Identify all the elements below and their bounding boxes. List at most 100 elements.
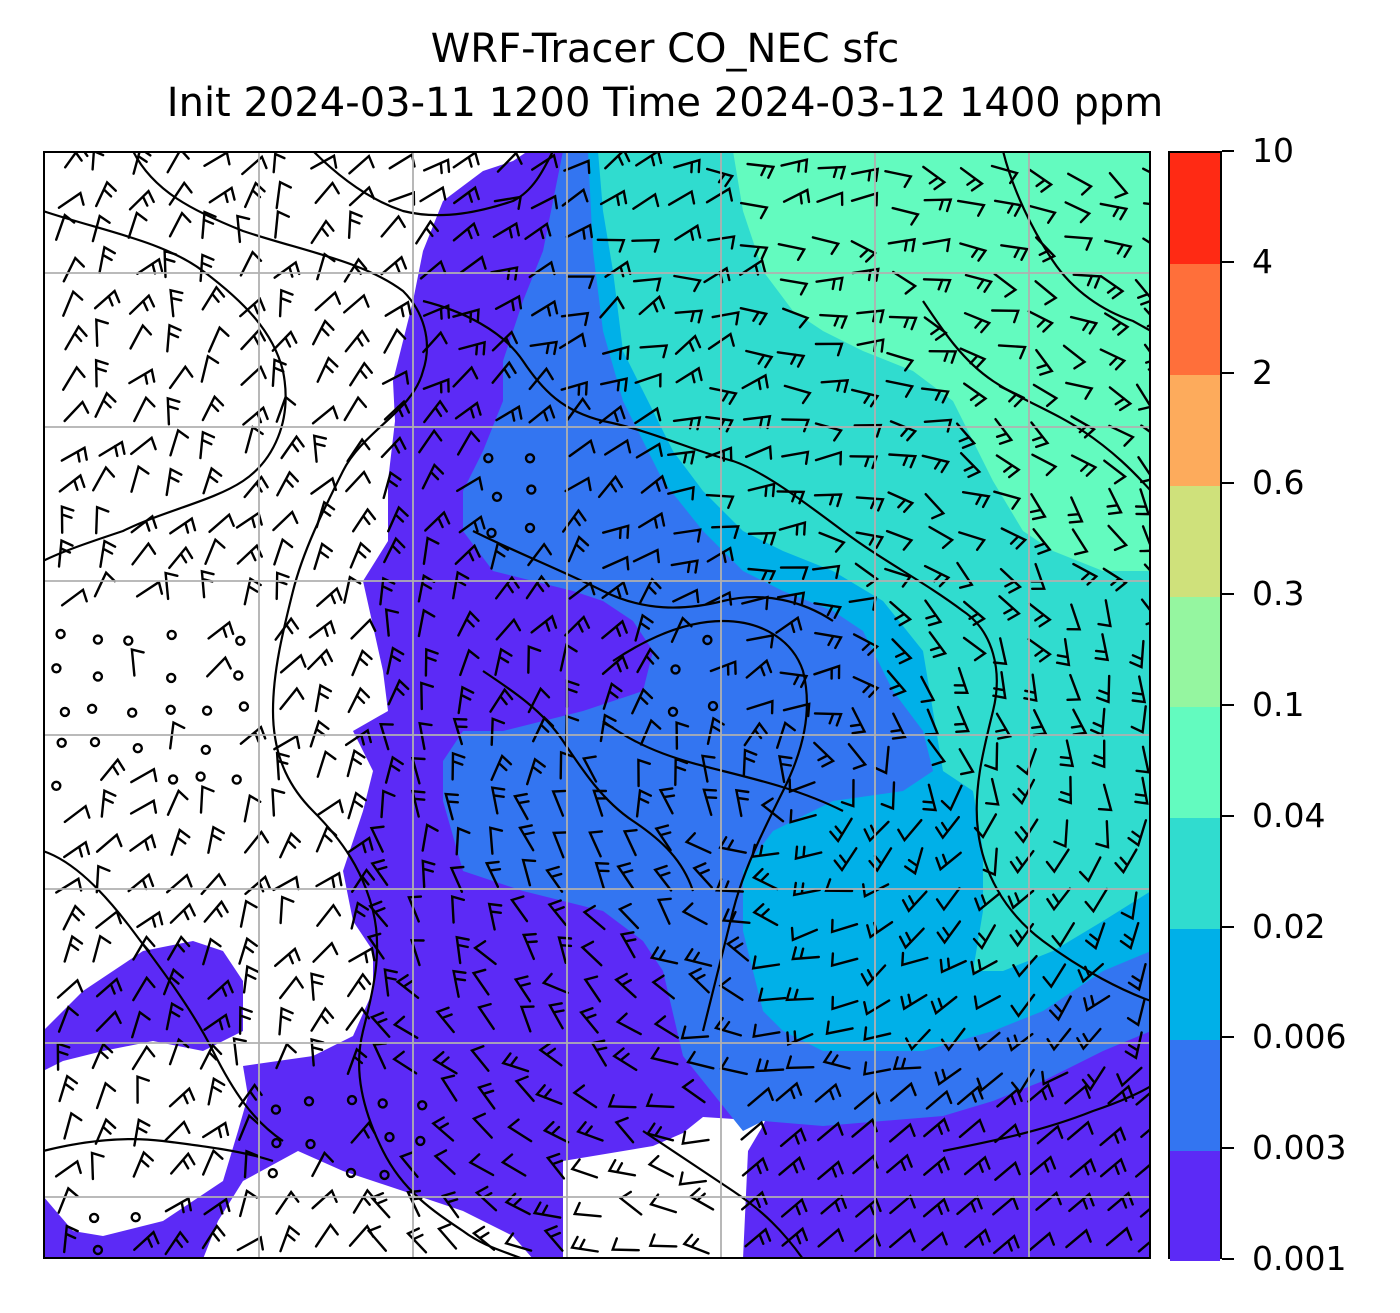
wind-barb (163, 249, 178, 279)
wind-barb (454, 401, 482, 420)
tracer-band-004 (733, 151, 1151, 571)
wind-barb (673, 158, 701, 174)
colorbar-segment (1170, 596, 1220, 708)
wind-barb (346, 437, 371, 463)
wind-barb (1049, 995, 1072, 1022)
wind-barb (57, 1005, 79, 1033)
wind-barb (984, 742, 999, 771)
wind-barb (618, 1190, 643, 1216)
calm-wind-circle (377, 1098, 388, 1109)
wind-barb (1129, 639, 1145, 669)
wind-barb (165, 1001, 184, 1031)
wind-barb (779, 278, 809, 296)
wind-barb (490, 266, 519, 281)
wind-barb (993, 199, 1023, 217)
wind-barb (581, 755, 598, 783)
wind-barb (747, 1086, 774, 1107)
wind-barb (380, 214, 406, 238)
wind-barb (1051, 922, 1075, 948)
wind-barb (452, 308, 480, 323)
wind-barb (1099, 1157, 1127, 1178)
wind-barb (561, 187, 589, 207)
wind-barb (383, 327, 407, 354)
wind-barb (504, 1232, 533, 1252)
wind-barb (741, 595, 769, 611)
colorbar-segment (1170, 1039, 1220, 1151)
wind-barb (817, 1227, 844, 1248)
wind-barb (891, 638, 913, 665)
wind-barb (923, 316, 948, 341)
wind-barb (751, 867, 779, 891)
wind-barb (825, 1020, 854, 1036)
wind-barb (204, 537, 226, 565)
colorbar-tick-label: 2 (1252, 352, 1273, 392)
wind-barb (961, 491, 991, 509)
wind-barb (238, 1006, 253, 1035)
wind-barb (996, 1087, 1023, 1108)
wind-barb (207, 1076, 226, 1106)
colorbar-segment (1170, 374, 1220, 486)
wind-barb (244, 830, 270, 854)
wind-barb (922, 237, 951, 253)
wind-barb (274, 209, 290, 239)
wind-barb (563, 159, 591, 175)
wind-barb (527, 644, 542, 674)
wind-barb (600, 377, 628, 392)
wind-barb (477, 1082, 496, 1110)
wind-barb (513, 792, 530, 821)
wind-barb (598, 404, 626, 424)
wind-barb (1104, 312, 1130, 336)
wind-barb (922, 165, 947, 191)
wind-barb (734, 788, 750, 818)
wind-barb (647, 1154, 674, 1178)
wind-barb (634, 372, 662, 388)
wind-barb (492, 221, 520, 239)
wind-barb (1027, 1082, 1054, 1103)
wind-barb (674, 334, 702, 355)
calm-wind-circle (345, 1167, 357, 1179)
wind-barb (889, 420, 918, 442)
wind-barb (57, 1186, 79, 1214)
wind-barb (636, 647, 660, 674)
wind-barb (1130, 705, 1147, 734)
wind-barb (91, 1042, 114, 1070)
wind-barb (1034, 280, 1058, 306)
wind-barb (973, 813, 998, 840)
wind-barb (199, 430, 216, 460)
wind-barb (935, 815, 960, 840)
wind-barb (786, 1030, 814, 1047)
calm-wind-circle (126, 707, 138, 718)
wind-barb (423, 303, 451, 320)
tracer-band-0001-west (43, 941, 243, 1071)
wind-barb (495, 575, 520, 600)
wind-barb (851, 167, 880, 183)
wind-barb (1067, 496, 1084, 524)
wind-barb (200, 354, 220, 383)
wind-barb (1108, 172, 1129, 199)
colorbar-tick (1222, 150, 1234, 152)
wind-barb (757, 987, 787, 1002)
wind-barb (632, 192, 660, 210)
wind-barb (95, 318, 109, 347)
wind-barb (501, 1052, 530, 1073)
wind-barb (897, 819, 923, 843)
wind-barb (352, 507, 377, 533)
wind-barb (419, 185, 447, 203)
wind-barb (131, 541, 157, 566)
wind-barb (201, 1224, 226, 1250)
wind-barb (1046, 887, 1072, 912)
wind-barb (387, 678, 410, 706)
wind-barb (203, 899, 229, 923)
wind-barb (673, 274, 702, 293)
wind-barb (513, 975, 532, 1003)
wind-barb (63, 840, 91, 859)
wind-barb (635, 442, 663, 459)
wind-barb (923, 564, 951, 588)
wind-barb (850, 191, 879, 207)
title-line-1: WRF-Tracer CO_NEC sfc (430, 26, 900, 72)
wind-barb (207, 825, 225, 854)
wind-barb (817, 1121, 844, 1142)
wind-barb (93, 570, 116, 598)
wind-barb (990, 164, 1019, 185)
wind-barb (776, 351, 806, 368)
